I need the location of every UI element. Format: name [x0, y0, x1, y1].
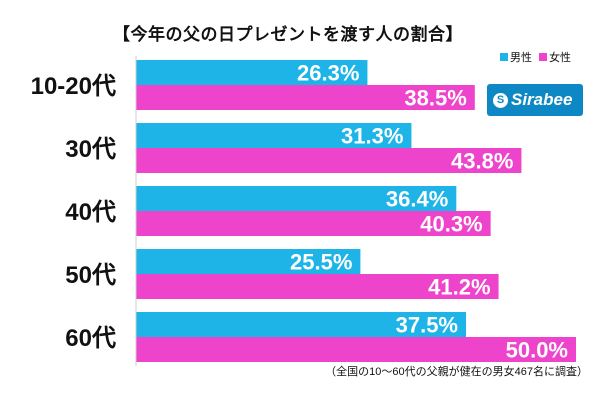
- data-label-female: 38.5%: [404, 86, 466, 111]
- data-label-female: 43.8%: [451, 149, 513, 174]
- bar-male: [136, 312, 466, 337]
- legend-swatch-female: [539, 53, 548, 61]
- bar-male: [136, 60, 368, 85]
- legend-item-male: 男性: [500, 49, 532, 65]
- sirabee-logo: S Sirabee: [487, 84, 583, 116]
- category-label: 50代: [65, 262, 116, 289]
- category-label: 60代: [65, 325, 116, 352]
- category-label: 40代: [65, 199, 116, 226]
- bar-female: [136, 211, 491, 236]
- bar-female: [136, 148, 522, 173]
- bar-female: [136, 274, 499, 299]
- data-label-male: 37.5%: [396, 313, 458, 338]
- data-label-male: 36.4%: [386, 187, 448, 212]
- bar-female: [136, 85, 475, 110]
- legend-label-male: 男性: [510, 52, 532, 64]
- data-label-male: 31.3%: [341, 124, 403, 149]
- data-label-male: 25.5%: [290, 250, 352, 275]
- data-label-female: 50.0%: [506, 338, 568, 363]
- category-label: 30代: [65, 136, 116, 163]
- bar-male: [136, 123, 412, 148]
- legend-swatch-male: [500, 53, 508, 61]
- footnote: （全国の10～60代の父親が健在の男女467名に調査）: [325, 366, 588, 378]
- category-label: 10-20代: [31, 73, 116, 100]
- logo-mark-icon: S: [493, 92, 508, 108]
- legend: 男性 女性: [500, 49, 575, 65]
- legend-item-female: 女性: [539, 49, 571, 65]
- chart-title: 【今年の父の日プレゼントを渡す人の割合】: [113, 25, 463, 44]
- legend-label-female: 女性: [549, 52, 572, 64]
- data-label-female: 41.2%: [428, 275, 490, 300]
- data-label-male: 26.3%: [297, 61, 359, 86]
- logo-text: Sirabee: [511, 90, 573, 109]
- bar-female: [136, 337, 576, 362]
- data-label-female: 40.3%: [420, 212, 482, 237]
- bar-male: [136, 249, 361, 274]
- bar-male: [136, 186, 457, 211]
